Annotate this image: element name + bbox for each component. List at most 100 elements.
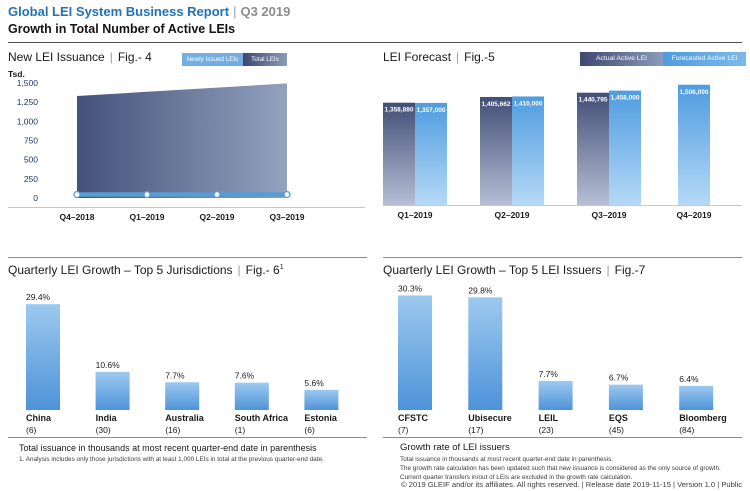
growth-bar	[234, 382, 269, 410]
growth-value-label: 29.8%	[468, 285, 493, 295]
fig6-footnote: 1. Analysis includes only those jurisdic…	[19, 456, 324, 463]
y-tick-label: 750	[24, 136, 38, 146]
growth-value-label: 7.6%	[235, 371, 255, 381]
forecast-bar	[415, 102, 447, 205]
fig6-top-divider	[8, 257, 367, 258]
data-point-marker	[283, 190, 291, 199]
fig7-title: Quarterly LEI Growth – Top 5 LEI Issuers…	[383, 263, 645, 277]
title-separator: |	[233, 4, 237, 19]
copyright-line: © 2019 GLEIF and/or its affiliates. All …	[401, 480, 742, 489]
growth-value-label: 10.6%	[96, 360, 121, 370]
growth-bar	[538, 380, 573, 410]
category-label: EQS	[609, 413, 628, 423]
x-axis-label: Q2–2019	[200, 212, 235, 222]
category-count-label: (6)	[26, 425, 37, 435]
fig6-title-text: Quarterly LEI Growth – Top 5 Jurisdictio…	[8, 263, 233, 277]
category-count-label: (30)	[96, 425, 111, 435]
forecast-bar-value: 1,458,000	[611, 95, 640, 102]
legend-forecasted-active-lei: Forecasted Active LEI	[663, 52, 746, 66]
x-axis-label: Q2–2019	[495, 210, 530, 220]
fig6-note: Total issuance in thousands at most rece…	[19, 443, 317, 453]
growth-value-label: 7.7%	[165, 370, 185, 380]
fig7-notes-heading: Growth rate of LEI issuers	[400, 442, 510, 453]
fig4-title-text: New LEI Issuance	[8, 50, 105, 64]
category-count-label: (45)	[609, 425, 624, 435]
fig7-notes-divider	[383, 437, 742, 438]
y-tick-label: 0	[33, 193, 38, 203]
growth-value-label: 7.7%	[539, 369, 559, 379]
legend-newly-issued-leis: Newly Issued LEIs	[182, 53, 243, 66]
fig7-note2: The growth rate calculation has been upd…	[400, 465, 721, 481]
fig6-fig-label: Fig.- 6	[245, 263, 280, 277]
data-point-marker	[143, 190, 151, 199]
y-tick-label: 1,250	[17, 97, 39, 107]
category-label: China	[26, 413, 52, 423]
fig7-title-text: Quarterly LEI Growth – Top 5 LEI Issuers	[383, 263, 602, 277]
fig6-notes-divider	[8, 437, 367, 438]
legend-total-leis: Total LEIs	[243, 53, 287, 66]
forecast-bar	[678, 84, 710, 205]
growth-value-label: 5.6%	[304, 378, 324, 388]
category-label: South Africa	[235, 413, 289, 423]
y-tick-label: 1,500	[17, 78, 39, 88]
fig5-title: LEI Forecast | Fig.-5	[383, 50, 495, 64]
report-subtitle: Growth in Total Number of Active LEIs	[8, 22, 236, 36]
fig7-title-pipe: |	[606, 263, 610, 277]
category-label: Australia	[165, 413, 205, 423]
category-label: Bloomberg	[679, 413, 727, 423]
x-axis-label: Q4–2018	[60, 212, 95, 222]
category-label: LEIL	[539, 413, 559, 423]
fig6-title: Quarterly LEI Growth – Top 5 Jurisdictio…	[8, 263, 284, 277]
report-title: Global LEI System Business Report | Q3 201…	[8, 4, 290, 19]
fig5-title-text: LEI Forecast	[383, 50, 452, 64]
data-point-marker	[73, 190, 81, 199]
growth-bar	[304, 389, 339, 410]
category-count-label: (7)	[398, 425, 409, 435]
growth-bar	[95, 371, 130, 410]
fig5-fig-label: Fig.-5	[464, 50, 495, 64]
category-count-label: (23)	[539, 425, 554, 435]
new-lei-issuance-chart: 0 250 500 750 1,000 1,250 1,500 Q4–2018 Q1–2019 Q…	[8, 78, 365, 222]
fig4-title: New LEI Issuance | Fig.- 4	[8, 50, 152, 64]
forecast-bar-value: 1,357,000	[417, 107, 446, 114]
category-count-label: (17)	[468, 425, 483, 435]
fig6-fig-superscript: 1	[279, 264, 284, 271]
fig7-fig-label: Fig.-7	[614, 263, 646, 277]
actual-bar-value: 1,440,795	[579, 97, 608, 104]
fig4-fig-label: Fig.- 4	[117, 50, 152, 64]
forecast-bar-value: 1,410,000	[514, 100, 543, 107]
y-tick-label: 250	[24, 174, 38, 184]
fig4-y-unit: Tsd.	[8, 69, 25, 79]
y-tick-label: 500	[24, 155, 38, 165]
growth-value-label: 29.4%	[26, 292, 51, 302]
actual-bar-value: 1,358,880	[385, 107, 414, 114]
growth-bar	[608, 384, 643, 410]
top5-lei-issuers-chart: 30.3% CFSTC (7) 29.8% Ubisecure (17) 7.7% LEIL (…	[398, 284, 727, 435]
x-axis-label: Q3–2019	[592, 210, 627, 220]
category-label: India	[96, 413, 118, 423]
fig4-title-pipe: |	[109, 50, 113, 64]
category-count-label: (6)	[304, 425, 315, 435]
x-axis-label: Q4–2019	[677, 210, 712, 220]
category-label: CFSTC	[398, 413, 428, 423]
legend-actual-active-lei: Actual Active LEI	[580, 52, 663, 66]
growth-bar	[26, 304, 60, 410]
forecast-bar-value: 1,506,000	[680, 89, 709, 96]
actual-bar	[383, 102, 415, 205]
report-period: Q3 2019	[240, 4, 291, 19]
forecast-bar	[512, 96, 544, 205]
report-title-text: Global LEI System Business Report	[8, 4, 230, 19]
x-axis-label: Q1–2019	[130, 212, 165, 222]
x-axis-label: Q3–2019	[270, 212, 305, 222]
fig7-top-divider	[383, 257, 742, 258]
fig7-note1: Total issuance in thousands at most rece…	[400, 456, 614, 463]
y-tick-label: 1,000	[17, 116, 39, 126]
fig5-title-pipe: |	[456, 50, 460, 64]
x-axis-label: Q1–2019	[398, 210, 433, 220]
forecast-bar	[609, 90, 641, 205]
growth-value-label: 6.7%	[609, 373, 629, 383]
growth-value-label: 30.3%	[398, 284, 423, 293]
actual-bar-value: 1,405,662	[482, 101, 511, 108]
category-count-label: (1)	[235, 425, 246, 435]
